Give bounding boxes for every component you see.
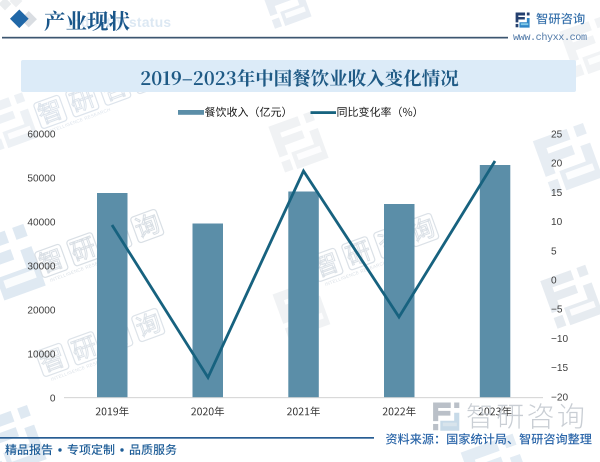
svg-text:−5: −5 (551, 305, 563, 316)
svg-text:10000: 10000 (27, 349, 55, 360)
svg-text:20: 20 (551, 159, 563, 170)
svg-text:5: 5 (551, 246, 557, 257)
svg-text:40000: 40000 (27, 217, 55, 228)
svg-text:−20: −20 (551, 392, 569, 403)
svg-text:−15: −15 (551, 363, 569, 374)
svg-text:0: 0 (50, 393, 56, 404)
svg-text:30000: 30000 (27, 261, 55, 272)
svg-text:0: 0 (551, 276, 557, 287)
svg-text:20000: 20000 (27, 305, 55, 316)
svg-text:15: 15 (551, 188, 563, 199)
svg-text:50000: 50000 (27, 173, 55, 184)
svg-text:25: 25 (551, 129, 563, 140)
svg-text:−10: −10 (551, 334, 569, 345)
svg-text:www.chyxx.com: www.chyxx.com (513, 32, 587, 44)
svg-text:10: 10 (551, 217, 563, 228)
svg-text:60000: 60000 (27, 129, 55, 140)
